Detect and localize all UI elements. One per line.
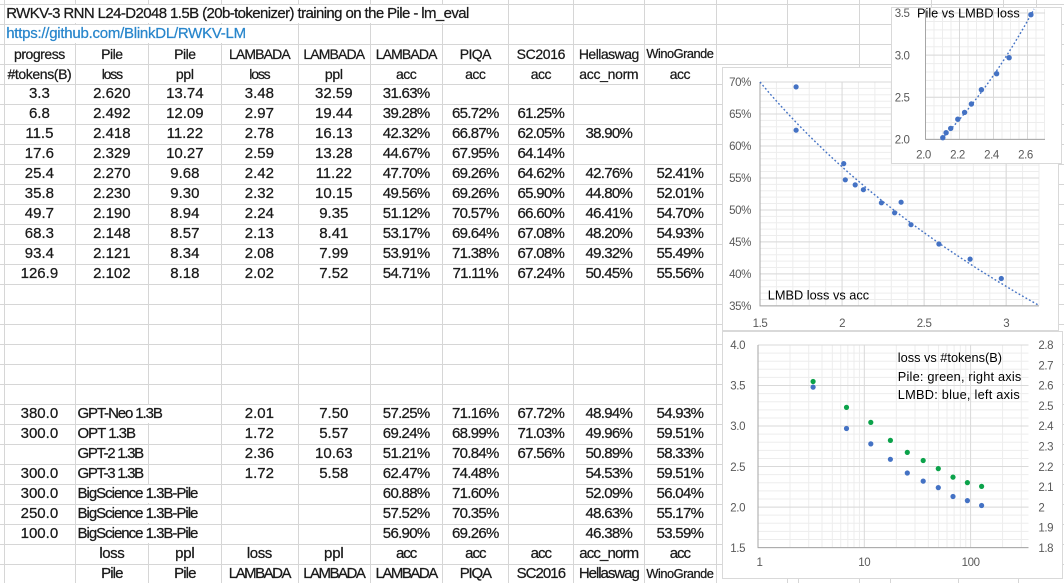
svg-text:2.7: 2.7 [1038,361,1053,373]
svg-text:2.3: 2.3 [1038,442,1053,454]
svg-text:2.6: 2.6 [1018,149,1033,161]
svg-text:1.8: 1.8 [1038,543,1053,555]
svg-text:Pile: green, right axis: Pile: green, right axis [898,369,1022,384]
svg-text:LMBD: blue, left axis: LMBD: blue, left axis [898,387,1020,402]
svg-text:100: 100 [962,557,980,569]
svg-text:3.5: 3.5 [730,381,745,393]
svg-text:2.8: 2.8 [1038,340,1053,352]
svg-text:45%: 45% [729,237,751,249]
svg-text:1.9: 1.9 [1038,523,1053,535]
svg-text:2.0: 2.0 [895,135,910,147]
svg-text:60%: 60% [729,141,751,153]
svg-text:3.0: 3.0 [730,421,745,433]
svg-text:2.6: 2.6 [1038,381,1053,393]
svg-text:3: 3 [1003,317,1009,329]
svg-text:2.5: 2.5 [730,462,745,474]
svg-text:2.2: 2.2 [1038,462,1053,474]
svg-text:4.0: 4.0 [730,340,745,352]
svg-text:Pile vs LMBD loss: Pile vs LMBD loss [917,8,1020,21]
svg-text:2.5: 2.5 [895,93,910,105]
svg-text:2.1: 2.1 [1038,482,1053,494]
svg-text:2.4: 2.4 [1038,421,1054,433]
svg-text:2: 2 [839,317,845,329]
svg-text:2.4: 2.4 [984,149,1000,161]
svg-text:50%: 50% [729,205,751,217]
svg-text:55%: 55% [729,173,751,185]
svg-text:65%: 65% [729,109,751,121]
svg-text:2.2: 2.2 [950,149,965,161]
svg-text:loss vs #tokens(B): loss vs #tokens(B) [898,350,1002,365]
svg-text:2: 2 [1038,502,1044,514]
svg-text:2.5: 2.5 [917,317,932,329]
svg-text:10: 10 [858,557,870,569]
svg-text:2.5: 2.5 [1038,401,1053,413]
svg-text:3.5: 3.5 [895,8,910,20]
svg-text:2.0: 2.0 [916,149,931,161]
svg-text:LMBD loss vs acc: LMBD loss vs acc [768,287,870,302]
svg-text:1.5: 1.5 [753,317,768,329]
svg-text:35%: 35% [729,301,751,313]
svg-text:70%: 70% [729,77,751,89]
svg-text:40%: 40% [729,269,751,281]
svg-text:1.5: 1.5 [730,543,745,555]
svg-text:3.0: 3.0 [895,50,910,62]
svg-text:2.0: 2.0 [730,502,745,514]
svg-text:1: 1 [757,557,763,569]
